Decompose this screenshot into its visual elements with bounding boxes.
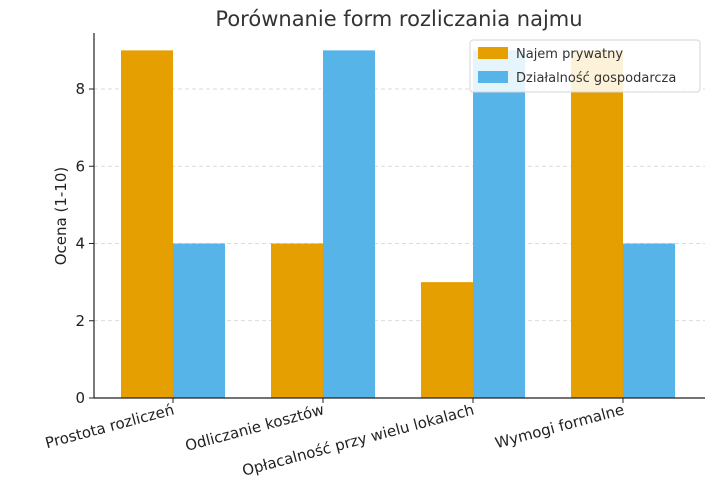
axes [93, 33, 705, 399]
x-tick-label: Wymogi formalne [493, 400, 626, 452]
bar-najem-prywatny [271, 243, 323, 398]
legend-box [469, 39, 701, 93]
bars [121, 50, 675, 398]
y-tick-label: 2 [75, 312, 85, 330]
y-tick-label: 8 [75, 80, 85, 98]
y-axis-label: Ocena (1-10) [52, 167, 70, 266]
x-ticks: Prostota rozliczeń Odliczanie kosztówOpła… [43, 398, 626, 480]
legend-swatch [478, 71, 508, 83]
x-tick-label: Prostota rozliczeń [43, 400, 176, 452]
bar-najem-prywatny [121, 50, 173, 398]
bar-dzialalnosc-gospodarcza [623, 243, 675, 398]
y-tick-label: 4 [75, 235, 85, 253]
legend: Najem prywatny Działalność gospodarcza [469, 39, 701, 93]
bar-najem-prywatny [571, 50, 623, 398]
legend-label: Działalność gospodarcza [516, 71, 676, 86]
bar-najem-prywatny [421, 282, 473, 398]
legend-label: Najem prywatny [516, 47, 623, 62]
chart-title: Porównanie form rozliczania najmu [215, 7, 582, 31]
y-tick-label: 0 [75, 389, 85, 407]
bar-dzialalnosc-gospodarcza [323, 50, 375, 398]
bar-dzialalnosc-gospodarcza [473, 50, 525, 398]
legend-swatch [478, 47, 508, 59]
y-tick-label: 6 [75, 157, 85, 175]
bar-dzialalnosc-gospodarcza [173, 243, 225, 398]
y-ticks: 0 2 4 6 8 [75, 80, 94, 407]
